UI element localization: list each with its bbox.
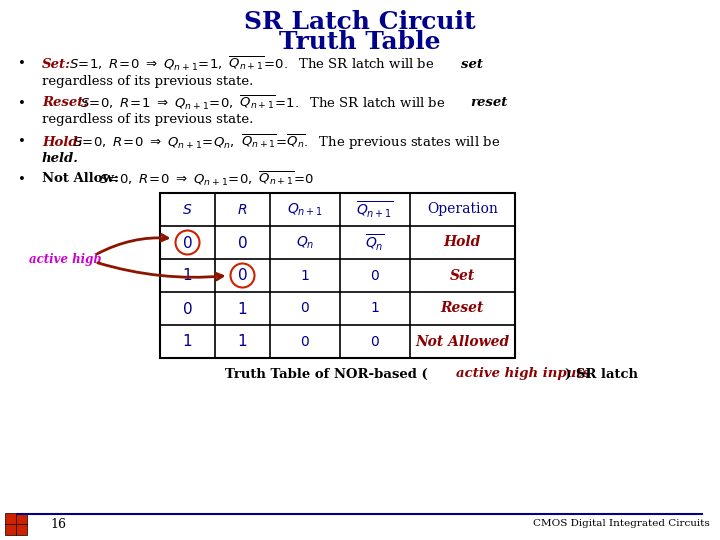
Text: •: • (18, 57, 26, 71)
Text: Reset:: Reset: (42, 97, 89, 110)
Text: •: • (18, 172, 26, 186)
Text: $\overline{Q_n}$: $\overline{Q_n}$ (365, 232, 384, 253)
Text: $S\!=\!0,\ R\!=\!0\ \Rightarrow\ Q_{n+1}\!=\!0,\ \overline{Q_{n+1}}\!=\!0$: $S\!=\!0,\ R\!=\!0\ \Rightarrow\ Q_{n+1}… (99, 170, 314, 188)
Text: Operation: Operation (427, 202, 498, 217)
Text: $Q_n$: $Q_n$ (296, 234, 314, 251)
Bar (5, 513, 27, 535)
Text: $0$: $0$ (370, 334, 380, 348)
Text: $S\!=\!1,\ R\!=\!0\ \Rightarrow\ Q_{n+1}\!=\!1,\ \overline{Q_{n+1}}\!=\!0.$  The: $S\!=\!1,\ R\!=\!0\ \Rightarrow\ Q_{n+1}… (69, 55, 436, 73)
Text: SR Latch Circuit: SR Latch Circuit (244, 10, 476, 34)
Text: $1$: $1$ (370, 301, 380, 315)
Text: $1$: $1$ (238, 300, 248, 316)
Text: set: set (461, 57, 483, 71)
Bar (160, 193, 515, 358)
Text: $1$: $1$ (182, 334, 193, 349)
Text: $0$: $0$ (182, 234, 193, 251)
Text: regardless of its previous state.: regardless of its previous state. (42, 75, 253, 87)
Text: held.: held. (42, 152, 79, 165)
Text: $0$: $0$ (237, 267, 248, 284)
Text: $0$: $0$ (370, 268, 380, 282)
Text: $\overline{Q_{n+1}}$: $\overline{Q_{n+1}}$ (356, 199, 394, 220)
Text: •: • (18, 97, 26, 110)
Text: active high: active high (29, 253, 102, 266)
Text: $Q_{n+1}$: $Q_{n+1}$ (287, 201, 323, 218)
Text: CMOS Digital Integrated Circuits: CMOS Digital Integrated Circuits (534, 519, 710, 529)
Text: Not Allowed: Not Allowed (415, 334, 510, 348)
Text: Reset: Reset (441, 301, 484, 315)
Text: Hold:: Hold: (42, 136, 83, 148)
Text: $1$: $1$ (300, 268, 310, 282)
Text: $0$: $0$ (300, 334, 310, 348)
Text: Truth Table of NOR-based (: Truth Table of NOR-based ( (225, 368, 428, 381)
Text: regardless of its previous state.: regardless of its previous state. (42, 113, 253, 126)
Text: $1$: $1$ (182, 267, 193, 284)
Text: $S$: $S$ (182, 202, 193, 217)
Text: Truth Table: Truth Table (279, 30, 441, 54)
Text: $1$: $1$ (238, 334, 248, 349)
Text: 16: 16 (50, 517, 66, 530)
Text: active high inputs: active high inputs (456, 368, 590, 381)
Text: $S\!=\!0,\ R\!=\!1\ \Rightarrow\ Q_{n+1}\!=\!0,\ \overline{Q_{n+1}}\!=\!1.$  The: $S\!=\!0,\ R\!=\!1\ \Rightarrow\ Q_{n+1}… (80, 94, 446, 112)
Text: $0$: $0$ (182, 300, 193, 316)
Text: reset: reset (470, 97, 508, 110)
Text: Hold: Hold (444, 235, 481, 249)
Text: ) SR latch: ) SR latch (565, 368, 638, 381)
Text: Not Allow:: Not Allow: (42, 172, 119, 186)
Text: $R$: $R$ (238, 202, 248, 217)
Text: Set:: Set: (42, 57, 71, 71)
Text: $0$: $0$ (300, 301, 310, 315)
Text: $S\!=\!0,\ R\!=\!0\ \Rightarrow\ Q_{n+1}\!=\!Q_n,\ \overline{Q_{n+1}}\!=\!\overl: $S\!=\!0,\ R\!=\!0\ \Rightarrow\ Q_{n+1}… (73, 132, 500, 152)
Text: •: • (18, 136, 26, 148)
Text: $0$: $0$ (237, 234, 248, 251)
Text: Set: Set (450, 268, 475, 282)
